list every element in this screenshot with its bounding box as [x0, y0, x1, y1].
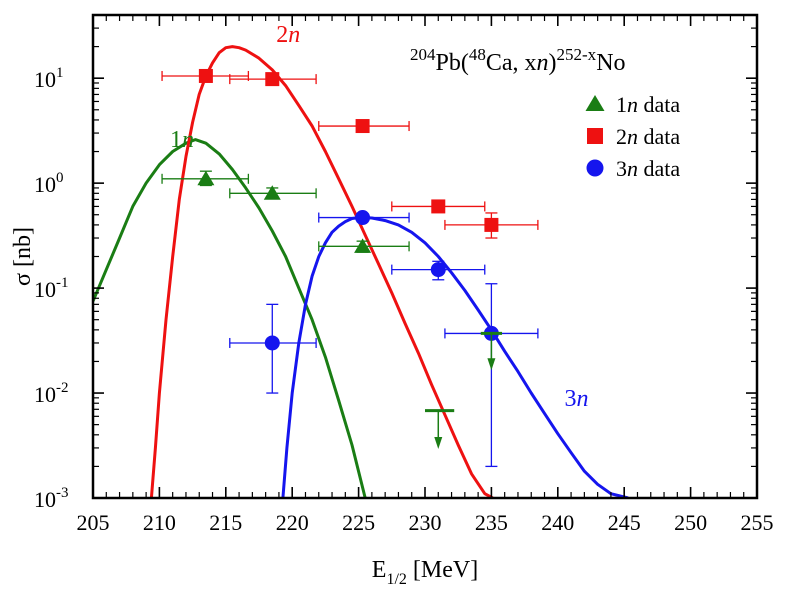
data-point-3n-1: [355, 210, 371, 226]
curve-label-1n: 1n: [170, 127, 194, 153]
legend-label: 2n data: [616, 124, 680, 149]
data-point-2n-3: [431, 199, 446, 214]
x-tick-label: 205: [77, 510, 110, 535]
x-tick-label: 235: [475, 510, 508, 535]
legend: 204Pb(48Ca, xn)252-xNo 1n data 2n data 3n d…: [410, 45, 680, 181]
data-markers: [197, 68, 499, 351]
legend-entry-3n: 3n data: [586, 156, 680, 181]
data-point-1n-2: [354, 238, 372, 253]
legend-entry-2n: 2n data: [587, 124, 680, 149]
fit-curves: [93, 45, 629, 498]
upper-limit-1n-0: [425, 409, 455, 449]
upper-limit-markers: [425, 331, 503, 449]
fit-curve-2n: [149, 45, 494, 498]
data-point-3n-2: [430, 262, 446, 278]
data-point-3n-0: [264, 335, 280, 351]
error-bars: [161, 70, 539, 468]
data-point-2n-2: [355, 119, 370, 134]
y-tick-label: 10-2: [34, 380, 69, 407]
fit-curve-1n: [93, 138, 367, 498]
legend-label: 3n data: [616, 156, 680, 181]
error-bar-3n-3: [444, 283, 539, 468]
legend-label: 1n data: [616, 92, 680, 117]
y-tick-label: 10-1: [34, 275, 69, 302]
x-tick-label: 230: [409, 510, 442, 535]
fit-curve-3n: [281, 216, 629, 498]
curve-labels: 1n 2n 3n: [170, 22, 588, 412]
y-axis-title: σ [nb]: [10, 227, 36, 286]
legend-entry-1n: 1n data: [585, 92, 680, 117]
x-tick-label: 225: [342, 510, 375, 535]
y-tick-label: 100: [34, 170, 64, 197]
y-tick-label: 101: [34, 65, 64, 92]
curve-label-2n: 2n: [276, 22, 300, 48]
x-tick-label: 210: [143, 510, 176, 535]
data-point-2n-0: [198, 68, 213, 83]
x-tick-label: 250: [674, 510, 707, 535]
x-tick-label: 215: [209, 510, 242, 535]
x-axis-title: E1/2 [MeV]: [372, 557, 478, 588]
legend-marker: [585, 95, 605, 111]
plot-frame: [91, 13, 759, 500]
data-point-2n-4: [484, 217, 499, 232]
x-tick-label: 240: [541, 510, 574, 535]
x-tick-label: 255: [741, 510, 774, 535]
x-tick-label: 220: [276, 510, 309, 535]
x-tick-label: 245: [608, 510, 641, 535]
upper-limit-1n-1: [480, 331, 503, 371]
reaction-label: 204Pb(48Ca, xn)252-xNo: [410, 45, 626, 76]
data-point-2n-1: [265, 72, 280, 87]
legend-marker: [587, 128, 603, 144]
y-tick-label: 10-3: [34, 485, 69, 512]
axes: 205 210 215 220 225 230 235 240 245 250 255 101 100 1…: [10, 14, 774, 588]
data-point-1n-0: [197, 170, 215, 186]
legend-marker: [586, 159, 604, 177]
curve-label-3n: 3n: [564, 386, 588, 412]
data-point-1n-1: [263, 185, 281, 200]
